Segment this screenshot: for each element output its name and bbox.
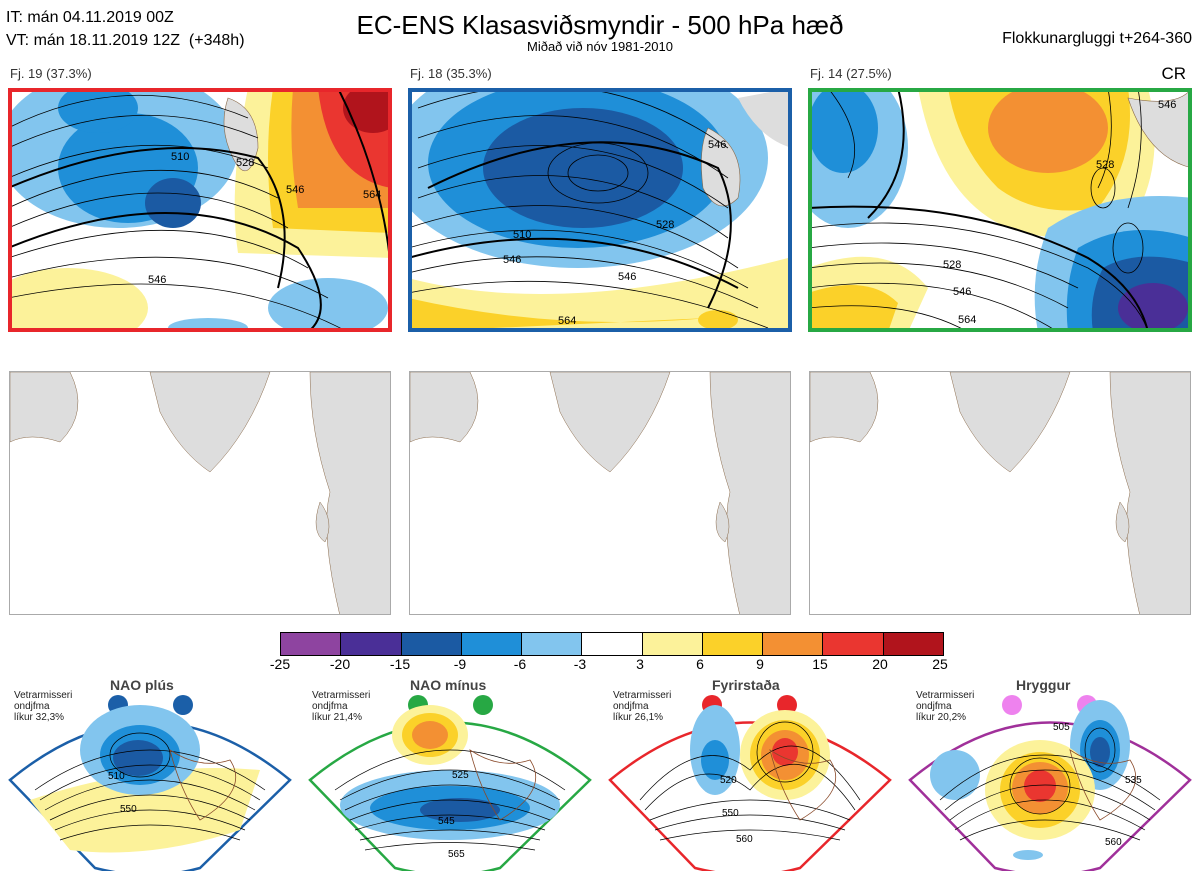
contour-label: 546 (286, 184, 304, 196)
contour-label: 546 (148, 274, 166, 286)
contour-label: 564 (558, 315, 576, 327)
empty-map-2 (409, 371, 791, 615)
contour-label: 528 (943, 259, 961, 271)
contour-label: 565 (448, 849, 465, 860)
header-info: IT: mán 04.11.2019 00Z VT: mán 18.11.201… (6, 6, 245, 52)
colorbar-tick: -3 (573, 656, 587, 672)
contour-label: 535 (1125, 775, 1142, 786)
contour-label: 525 (452, 770, 469, 781)
colorbar-tick: 15 (812, 656, 828, 672)
colorbar-tick: 3 (636, 656, 644, 672)
colorbar-tick: 20 (872, 656, 888, 672)
contour-label: 545 (438, 816, 455, 827)
contour-label: 510 (513, 229, 531, 241)
regime-note: Vetrarmisseri ondjfma líkur 20,2% (916, 690, 975, 723)
contour-label: 546 (503, 254, 521, 266)
contour-label: 528 (236, 157, 254, 169)
regime-marker (173, 695, 193, 715)
regime-map-nao-minus: 525 545 565 (308, 695, 592, 871)
panel-label-1: Fj. 19 (37.3%) (10, 66, 92, 81)
colorbar-tick: 6 (696, 656, 704, 672)
regime-map-blocking: 520 550 560 (608, 695, 892, 871)
colorbar-tick: 9 (756, 656, 764, 672)
contour-label: 528 (656, 219, 674, 231)
regime-note: Vetrarmisseri ondjfma líkur 32,3% (14, 690, 73, 723)
colorbar-swatch (762, 633, 823, 655)
panel-border (408, 88, 792, 332)
contour-label: 546 (708, 139, 726, 151)
colorbar-swatch (400, 633, 461, 655)
valid-time: VT: mán 18.11.2019 12Z (+348h) (6, 32, 245, 49)
contour-label: 520 (720, 775, 737, 786)
panel-border (808, 88, 1192, 332)
empty-map-3 (809, 371, 1191, 615)
regime-marker (1002, 695, 1022, 715)
panel-label-2: Fj. 18 (35.3%) (410, 66, 492, 81)
colorbar-swatch (460, 633, 522, 655)
contour-label: 550 (722, 808, 739, 819)
colorbar-swatch (340, 633, 401, 655)
contour-label: 505 (1053, 722, 1070, 733)
colorbar-swatch (281, 633, 341, 655)
regime-title: NAO mínus (410, 677, 487, 693)
colorbar (280, 632, 944, 656)
contour-label: 546 (618, 271, 636, 283)
contour-label: 510 (171, 151, 189, 163)
init-time: IT: mán 04.11.2019 00Z (6, 9, 174, 26)
contour-label: 564 (363, 189, 381, 201)
empty-map-1 (9, 371, 391, 615)
contour-label: 546 (1158, 99, 1176, 111)
cluster-map-2: 510 528 546 546 564 546 (408, 88, 792, 332)
regime-title: NAO plús (110, 677, 174, 693)
colorbar-tick: -9 (453, 656, 467, 672)
colorbar-swatch (822, 633, 883, 655)
colorbar-swatch (701, 633, 763, 655)
regime-note: Vetrarmisseri ondjfma líkur 21,4% (312, 690, 371, 723)
colorbar-swatch (581, 633, 642, 655)
classification-window: Flokkunargluggi t+264-360 (1002, 30, 1192, 47)
colorbar-swatch (521, 633, 582, 655)
cluster-map-1: 510 528 546 546 564 (8, 88, 392, 332)
colorbar-swatch (641, 633, 702, 655)
contour-label: 550 (120, 804, 137, 815)
panel-label-3: Fj. 14 (27.5%) (810, 66, 892, 81)
regime-marker (473, 695, 493, 715)
colorbar-tick: 25 (932, 656, 948, 672)
colorbar-swatch (882, 633, 943, 655)
contour-label: 528 (1096, 159, 1114, 171)
colorbar-tick: -20 (329, 656, 351, 672)
contour-label: 546 (953, 286, 971, 298)
contour-label: 564 (958, 314, 976, 326)
page-subtitle: Miðað við nóv 1981-2010 (527, 39, 673, 54)
contour-label: 560 (736, 834, 753, 845)
page-title: EC-ENS Klasasviðsmyndir - 500 hPa hæð (356, 10, 844, 40)
regime-title: Hryggur (1016, 677, 1071, 693)
contour-label: 510 (108, 771, 125, 782)
regime-note: Vetrarmisseri ondjfma líkur 26,1% (613, 690, 672, 723)
regime-map-ridge: 505 535 560 (908, 695, 1192, 871)
regime-map-nao-plus: 510 550 (8, 695, 292, 871)
code-label: CR (1161, 64, 1186, 83)
regime-marker (777, 695, 797, 715)
colorbar-tick: -6 (513, 656, 527, 672)
colorbar-tick: -25 (269, 656, 291, 672)
regime-title: Fyrirstaða (712, 677, 780, 693)
cluster-map-3: 528 528 546 564 546 (808, 88, 1192, 332)
colorbar-tick: -15 (389, 656, 411, 672)
contour-label: 560 (1105, 837, 1122, 848)
panel-border (8, 88, 392, 332)
